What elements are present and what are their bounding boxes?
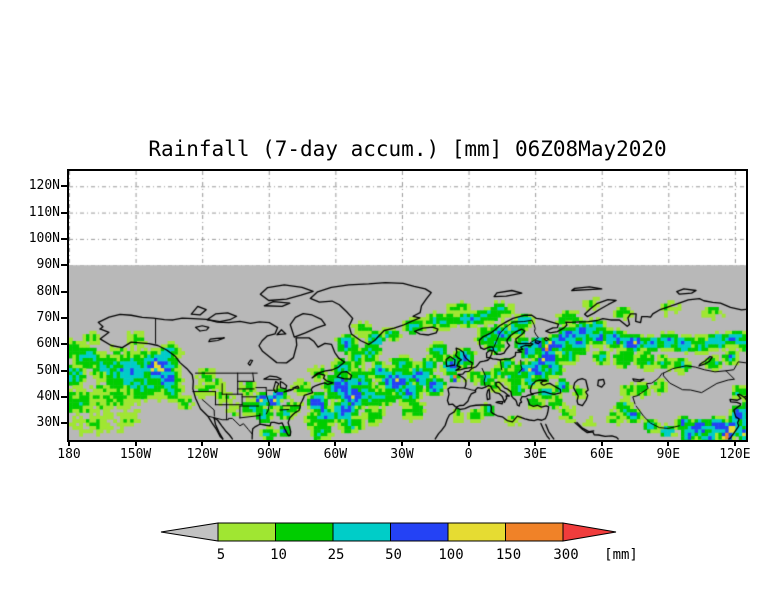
colorbar-level-label: 150 — [496, 547, 521, 563]
lat-tick-label: 30N — [36, 415, 60, 431]
lat-tick-mark — [61, 290, 67, 293]
lon-tick-mark — [201, 440, 204, 446]
lat-tick-mark — [61, 395, 67, 398]
colorbar-level-label: 300 — [553, 547, 578, 563]
lon-tick-label: 150W — [119, 447, 152, 462]
lon-tick-mark — [68, 440, 70, 446]
lon-tick-mark — [600, 440, 603, 446]
colorbar: 5 10 25 50 100 150 300 [mm] — [160, 522, 638, 563]
lat-tick-label: 100N — [28, 230, 60, 246]
colorbar-band-1 — [275, 522, 334, 542]
lat-tick-label: 80N — [36, 283, 60, 299]
lon-tick-label: 120E — [719, 447, 751, 462]
colorbar-band-3 — [390, 522, 449, 542]
colorbar-level-label: 50 — [385, 547, 402, 563]
lat-tick-label: 70N — [36, 309, 60, 325]
lon-tick-label: 90E — [656, 447, 681, 462]
lon-tick-label: 30W — [390, 447, 414, 462]
lat-tick-label: 40N — [36, 388, 60, 404]
map-canvas — [69, 171, 746, 440]
lat-tick-mark — [61, 343, 67, 346]
lon-tick-mark — [400, 440, 403, 446]
lon-tick-label: 0 — [464, 447, 473, 462]
lat-tick-label: 120N — [28, 178, 60, 194]
colorbar-level-label: 25 — [328, 547, 345, 563]
colorbar-band-2 — [332, 522, 391, 542]
lon-tick-mark — [467, 440, 470, 446]
lat-tick-label: 60N — [36, 336, 60, 352]
lat-tick-mark — [61, 316, 67, 319]
lat-tick-mark — [61, 185, 67, 188]
colorbar-below-arrow — [160, 522, 219, 542]
lon-tick-mark — [667, 440, 670, 446]
lat-tick-label: 110N — [28, 204, 60, 220]
lon-tick-label: 90W — [257, 447, 281, 462]
chart-title: Rainfall (7-day accum.) [mm] 06Z08May202… — [148, 137, 667, 161]
lon-tick-label: 60E — [589, 447, 614, 462]
colorbar-band-5 — [505, 522, 564, 542]
lon-tick-mark — [134, 440, 137, 446]
lat-tick-mark — [61, 237, 67, 240]
lon-tick-mark — [334, 440, 337, 446]
colorbar-band-4 — [447, 522, 506, 542]
colorbar-above-arrow — [562, 522, 617, 542]
colorbar-level-label: 5 — [217, 547, 225, 563]
colorbar-band-0 — [217, 522, 276, 542]
lon-tick-label: 180 — [57, 447, 81, 462]
lat-tick-label: 90N — [36, 257, 60, 273]
lon-tick-mark — [267, 440, 270, 446]
lon-tick-label: 120W — [186, 447, 218, 462]
lat-tick-mark — [61, 264, 67, 267]
colorbar-level-label: 10 — [270, 547, 287, 563]
lat-tick-mark — [61, 422, 67, 425]
lon-tick-mark — [733, 440, 736, 446]
lat-tick-mark — [61, 211, 67, 214]
lon-tick-label: 30E — [523, 447, 547, 462]
lon-tick-mark — [534, 440, 537, 446]
lon-tick-label: 60W — [323, 447, 348, 462]
lat-tick-mark — [61, 369, 67, 372]
colorbar-level-label: 100 — [438, 547, 463, 563]
lat-tick-label: 50N — [36, 362, 60, 378]
map-plot-frame — [67, 169, 748, 442]
colorbar-unit-label: [mm] — [604, 547, 638, 563]
